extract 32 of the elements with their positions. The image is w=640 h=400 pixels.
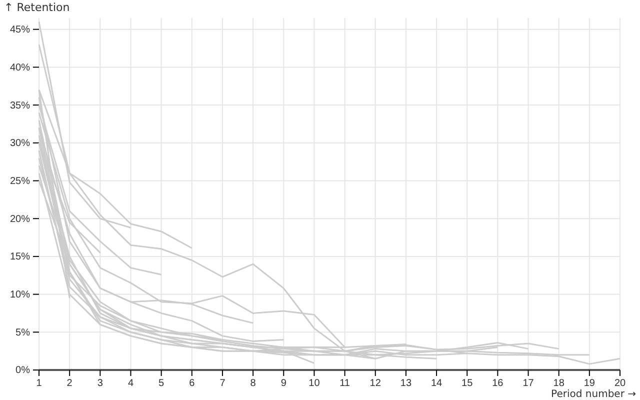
x-tick-label: 10 (308, 378, 320, 390)
y-axis-title: ↑ Retention (4, 1, 70, 14)
x-tick-label: 15 (462, 378, 474, 390)
x-tick-label: 6 (189, 378, 196, 390)
y-tick-label: 0% (16, 365, 30, 376)
x-tick-label: 2 (66, 378, 73, 390)
x-tick-label: 9 (280, 378, 287, 390)
y-tick-label: 25% (10, 176, 30, 187)
x-tick-label: 5 (158, 378, 165, 390)
x-tick-label: 14 (430, 378, 443, 390)
x-tick-label: 19 (584, 378, 596, 390)
x-tick-label: 8 (250, 378, 256, 390)
x-tick-label: 4 (128, 378, 134, 390)
x-tick-label: 1 (36, 378, 42, 390)
x-tick-label: 16 (492, 378, 504, 390)
y-tick-label: 20% (10, 214, 30, 225)
x-tick-label: 11 (340, 378, 350, 390)
x-tick-label: 7 (220, 378, 226, 390)
x-tick-label: 12 (370, 378, 382, 390)
x-axis-title: Period number → (551, 389, 636, 400)
x-tick-label: 13 (400, 378, 412, 390)
x-tick-label: 17 (522, 378, 534, 390)
y-tick-label: 45% (10, 24, 30, 36)
y-tick-label: 10% (10, 290, 30, 300)
y-tick-label: 30% (10, 138, 30, 150)
x-tick-label: 20 (614, 378, 626, 390)
y-tick-label: 35% (10, 100, 30, 112)
x-tick-label: 3 (97, 378, 104, 390)
y-tick-label: 40% (10, 62, 30, 74)
y-tick-label: 5% (16, 327, 30, 338)
y-tick-label: 15% (10, 252, 30, 263)
x-tick-label: 18 (553, 378, 565, 390)
